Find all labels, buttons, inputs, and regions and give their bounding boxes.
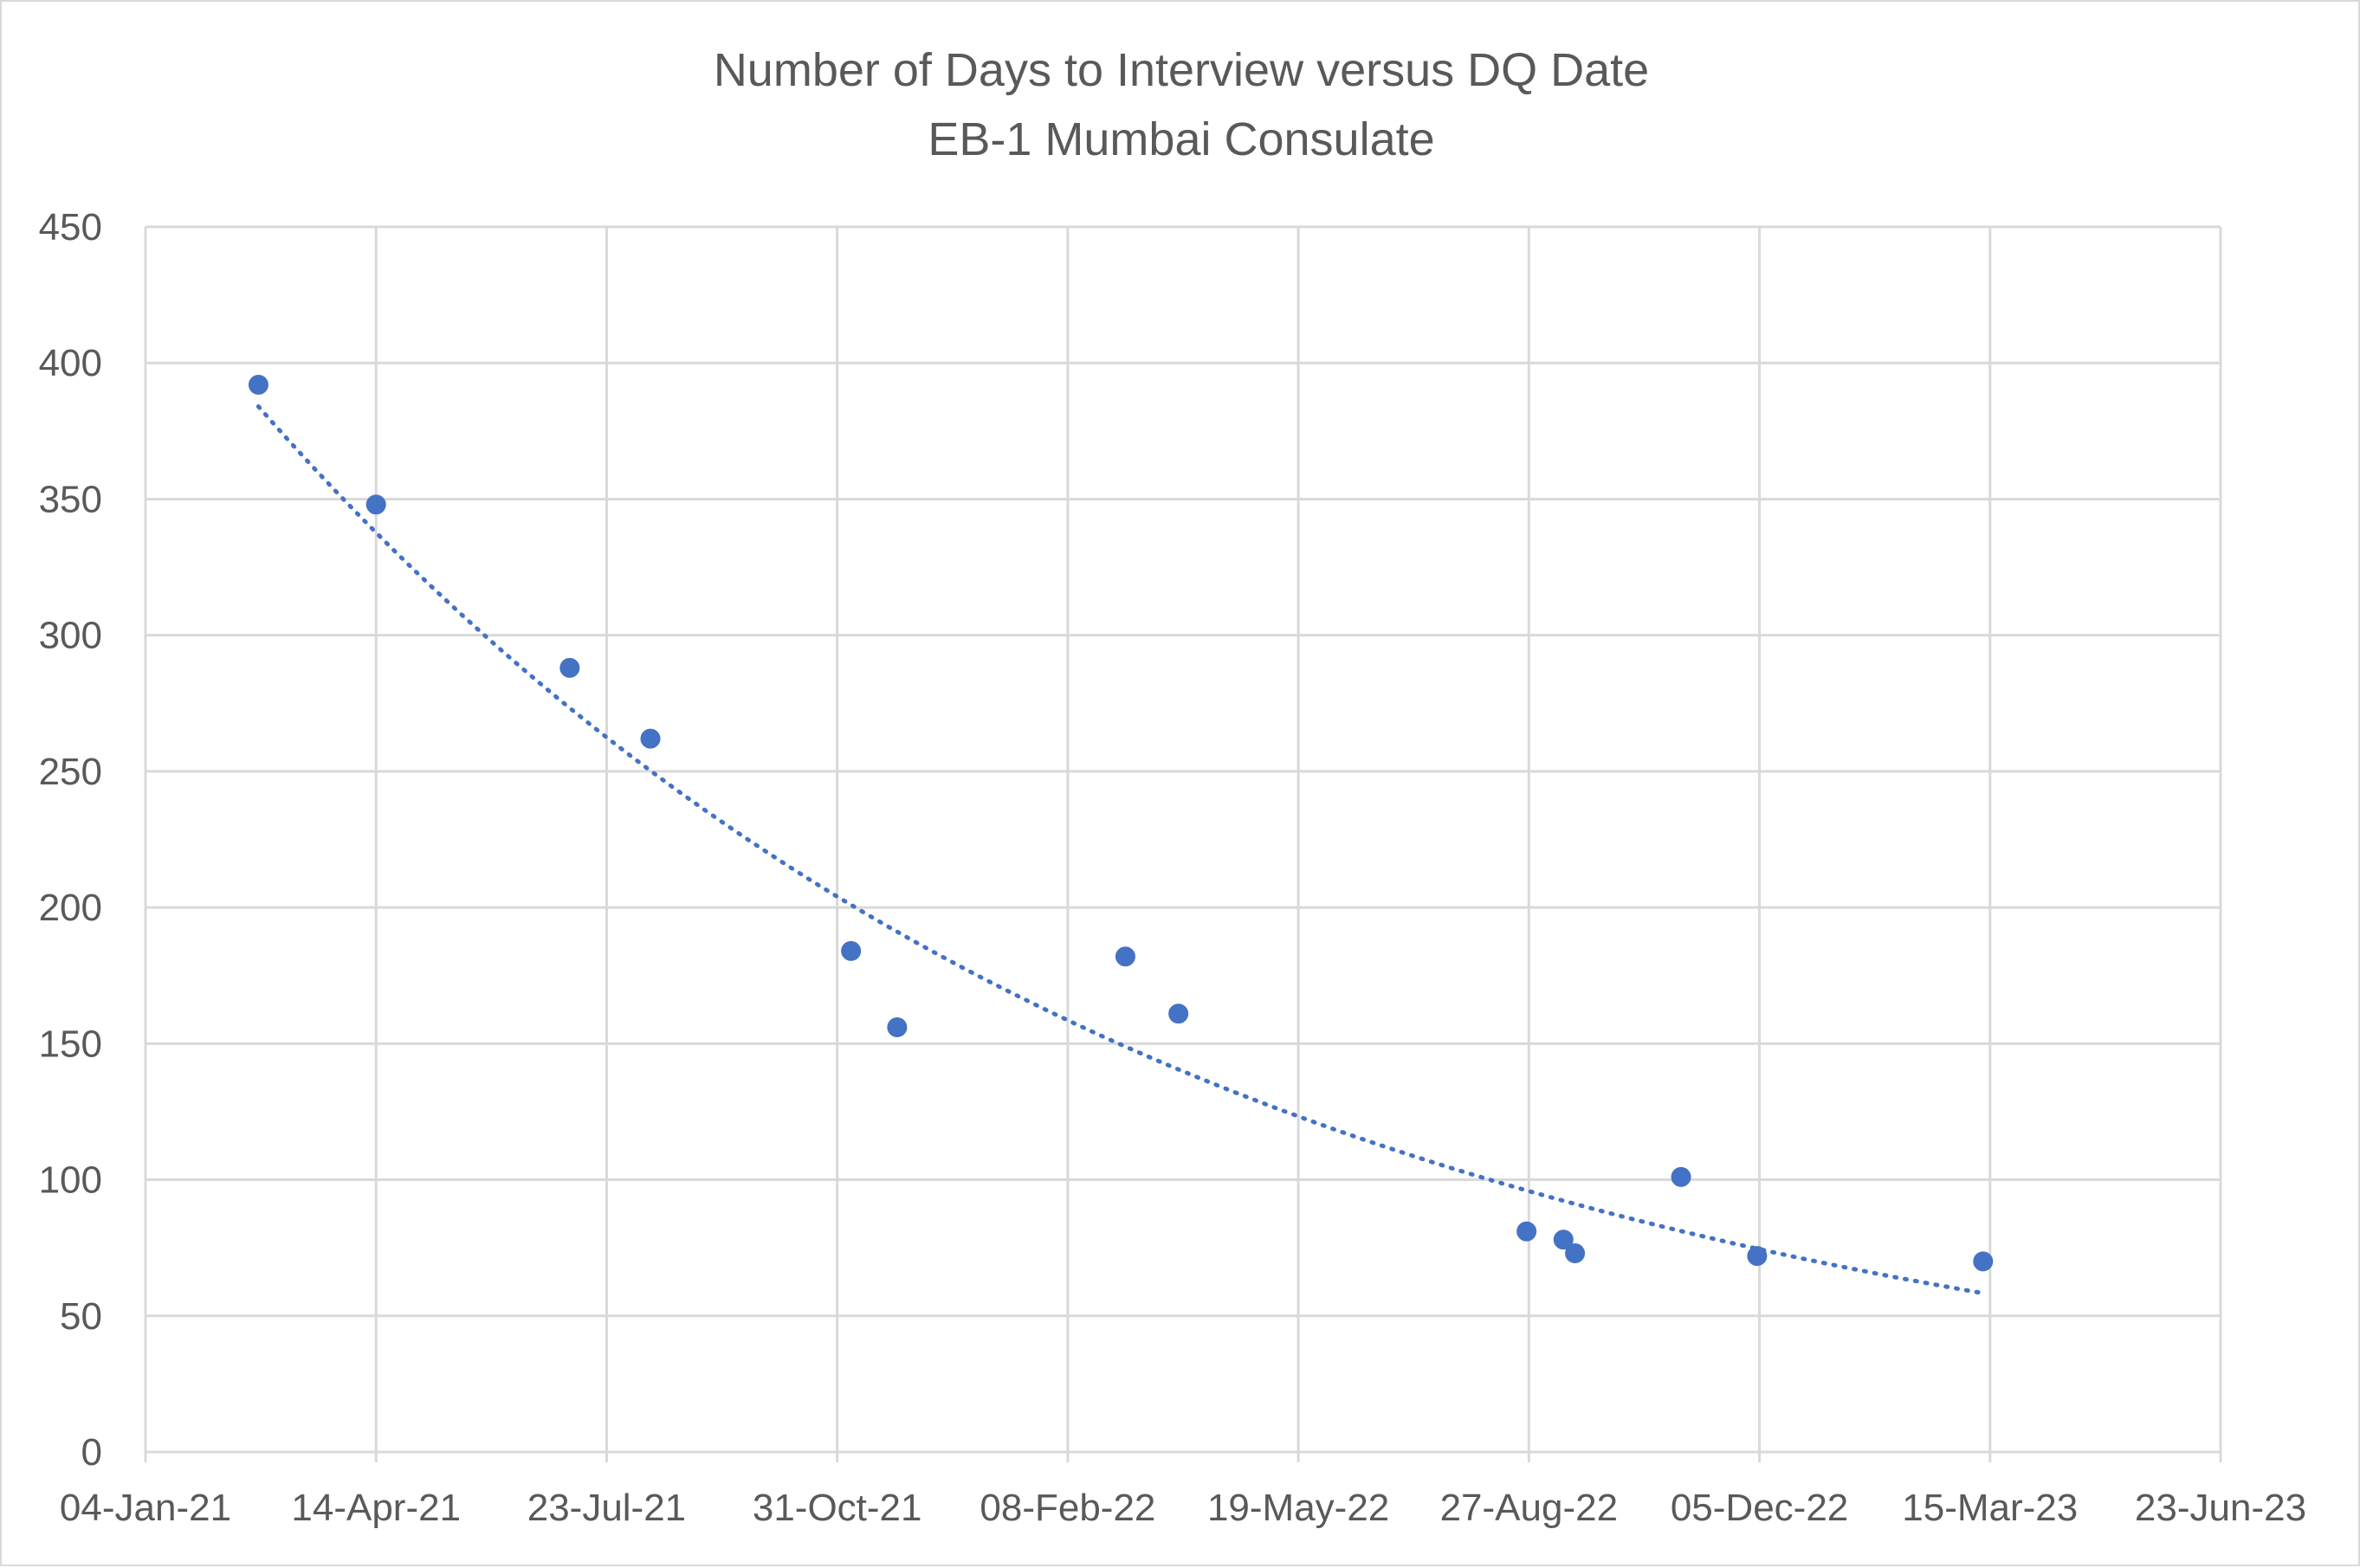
data-point xyxy=(1747,1246,1768,1267)
x-tick-label: 15-Mar-23 xyxy=(1902,1487,2078,1529)
x-tick-label: 04-Jan-21 xyxy=(60,1487,231,1529)
data-point xyxy=(1168,1003,1189,1024)
data-point xyxy=(1973,1251,1994,1272)
y-tick-label: 450 xyxy=(39,206,102,248)
data-point xyxy=(559,657,580,678)
y-tick-label: 100 xyxy=(39,1159,102,1202)
x-tick-label: 05-Dec-22 xyxy=(1671,1487,1848,1529)
x-tick-label: 19-May-22 xyxy=(1207,1487,1389,1529)
y-tick-label: 350 xyxy=(39,478,102,520)
y-tick-label: 0 xyxy=(81,1431,102,1474)
data-point xyxy=(887,1016,908,1037)
data-point xyxy=(365,494,386,515)
y-tick-label: 250 xyxy=(39,751,102,793)
data-point xyxy=(1516,1221,1537,1242)
y-axis-tick-labels: 0 50 100 150 200 250 300 350 400 450 xyxy=(39,206,102,1474)
x-tick-label: 23-Jun-23 xyxy=(2135,1487,2306,1529)
x-tick-label: 27-Aug-22 xyxy=(1440,1487,1618,1529)
x-tick-label: 08-Feb-22 xyxy=(980,1487,1155,1529)
axes xyxy=(144,227,2222,1462)
data-point xyxy=(1553,1229,1574,1250)
y-tick-label: 50 xyxy=(60,1295,102,1338)
x-axis-tick-labels: 04-Jan-21 14-Apr-21 23-Jul-21 31-Oct-21 08-F… xyxy=(60,1487,2306,1529)
data-point xyxy=(1115,946,1135,967)
gridlines xyxy=(145,225,2222,1452)
trendline xyxy=(255,404,1986,1296)
x-tick-label: 23-Jul-21 xyxy=(527,1487,686,1529)
x-tick-label: 31-Oct-21 xyxy=(753,1487,922,1529)
data-points xyxy=(248,374,1994,1272)
exponential-trendline xyxy=(255,404,1986,1296)
data-point xyxy=(1671,1166,1691,1187)
chart-subtitle: EB-1 Mumbai Consulate xyxy=(928,113,1434,165)
y-tick-label: 200 xyxy=(39,887,102,929)
data-point xyxy=(248,374,268,395)
y-tick-label: 300 xyxy=(39,615,102,657)
data-point xyxy=(1565,1242,1586,1263)
data-point xyxy=(640,728,661,749)
data-point xyxy=(841,940,862,961)
chart-title: Number of Days to Interview versus DQ Da… xyxy=(714,44,1649,96)
y-tick-label: 400 xyxy=(39,342,102,384)
y-tick-label: 150 xyxy=(39,1023,102,1065)
x-tick-label: 14-Apr-21 xyxy=(291,1487,461,1529)
